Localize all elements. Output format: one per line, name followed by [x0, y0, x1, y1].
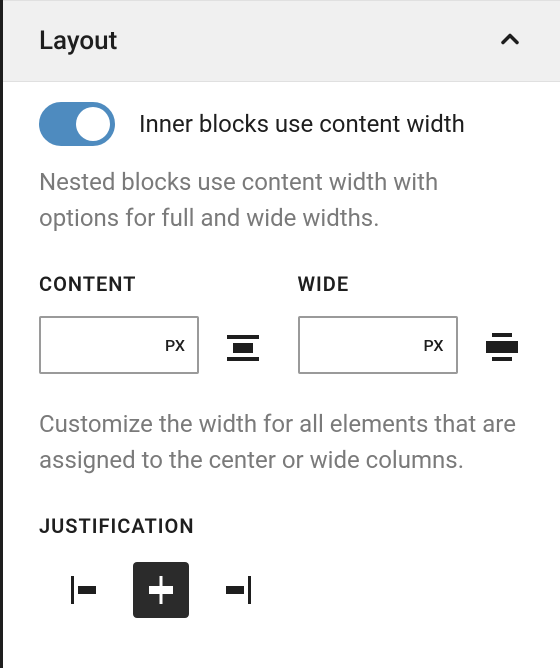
toggle-label: Inner blocks use content width [139, 110, 465, 138]
content-align-center-icon[interactable] [223, 325, 263, 365]
layout-panel-header[interactable]: Layout [3, 0, 560, 82]
toggle-knob [76, 107, 110, 141]
wide-width-input-wrap: PX [298, 316, 458, 374]
content-width-input-wrap: PX [39, 316, 199, 374]
wide-align-icon[interactable] [482, 325, 522, 365]
justify-left-button[interactable] [59, 562, 115, 618]
content-unit-label[interactable]: PX [165, 336, 185, 355]
customize-description: Customize the width for all elements tha… [39, 406, 524, 478]
justify-center-button[interactable] [133, 562, 189, 618]
justify-right-button[interactable] [207, 562, 263, 618]
content-input-row: PX [39, 316, 266, 374]
layout-panel-body: Inner blocks use content width Nested bl… [3, 82, 560, 654]
content-width-toggle-row: Inner blocks use content width [39, 102, 524, 146]
content-width-toggle[interactable] [39, 102, 115, 146]
wide-input-row: PX [298, 316, 525, 374]
nested-description: Nested blocks use content width with opt… [39, 164, 524, 236]
wide-label: WIDE [298, 272, 525, 296]
wide-unit-label[interactable]: PX [423, 336, 443, 355]
chevron-up-icon [496, 25, 524, 57]
panel-title: Layout [39, 26, 117, 56]
content-width-column: CONTENT PX [39, 272, 266, 374]
justification-buttons [39, 562, 524, 618]
width-controls: CONTENT PX WIDE [39, 272, 524, 374]
justification-label: JUSTIFICATION [39, 514, 524, 538]
wide-width-column: WIDE PX [298, 272, 525, 374]
content-label: CONTENT [39, 272, 266, 296]
